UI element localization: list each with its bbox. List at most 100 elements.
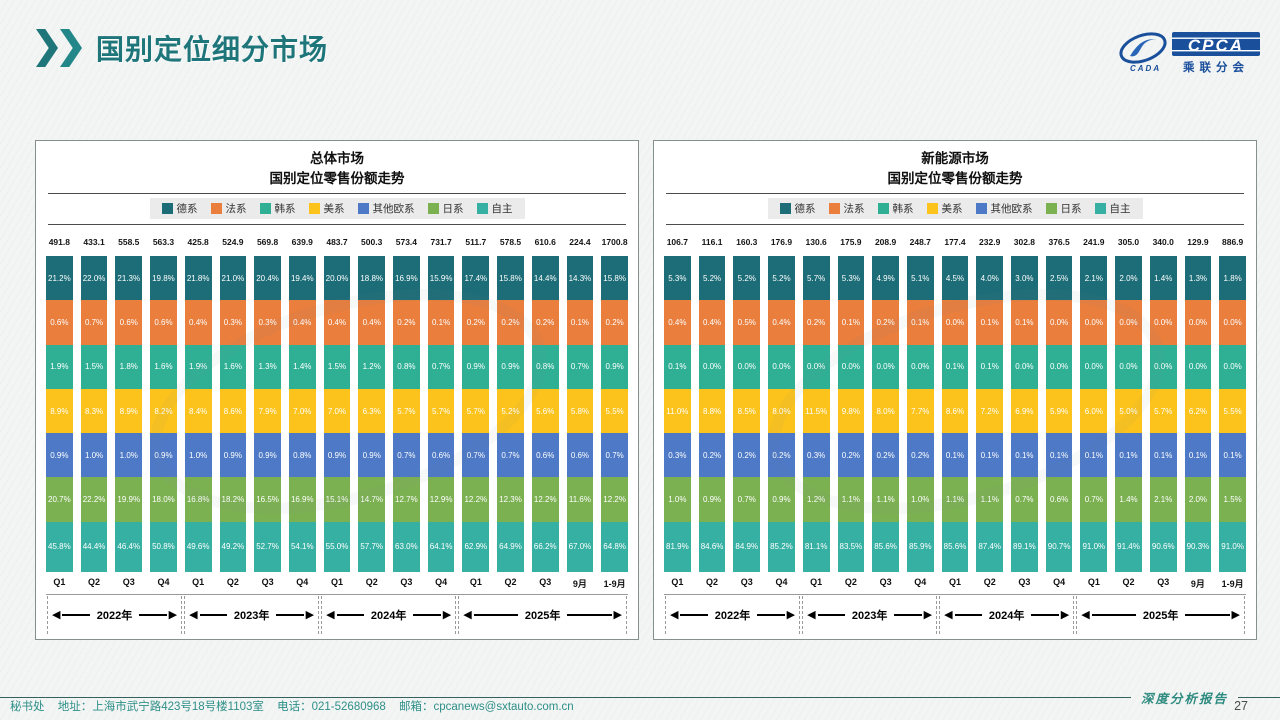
- segment-value-label: 0.0%: [807, 362, 826, 372]
- segment-value-label: 1.1%: [980, 495, 999, 504]
- bar-segment: 64.1%: [427, 521, 455, 573]
- x-tick-label: Q3: [400, 577, 413, 588]
- segment-value-label: 0.0%: [1084, 318, 1103, 327]
- segment-value-label: 0.0%: [1223, 318, 1242, 327]
- segment-value-label: 12.7%: [395, 495, 418, 504]
- bar-segment: 7.0%: [288, 388, 316, 434]
- segment-value-label: 1.8%: [119, 362, 138, 372]
- bar-segment: 67.0%: [566, 521, 594, 573]
- year-group: ◀ 2025年 ▶: [1076, 596, 1245, 635]
- segment-value-label: 0.2%: [466, 318, 485, 327]
- year-bracket-line: [757, 614, 785, 617]
- segment-value-label: 0.2%: [397, 318, 416, 327]
- segment-value-label: 12.2%: [603, 495, 626, 504]
- segment-value-label: 5.0%: [1119, 406, 1138, 416]
- segment-value-label: 5.5%: [605, 406, 624, 416]
- bar-column: 14.4% 0.2% 0.8% 5.6% 0.6% 12.2% 66.2%: [531, 256, 559, 573]
- stacked-bars: 5.3% 0.4% 0.1% 11.0% 0.3% 1.0% 81.9% 5.2% 0.4% 0.…: [664, 256, 1246, 573]
- bar-column: 4.0% 0.1% 0.1% 7.2% 0.1% 1.1% 87.4%: [976, 256, 1004, 573]
- segment-value-label: 0.2%: [772, 450, 791, 460]
- bar-segment: 45.8%: [46, 521, 73, 573]
- segment-value-label: 0.1%: [1015, 318, 1034, 327]
- year-group: ◀ 2024年 ▶: [321, 596, 457, 635]
- bar-segment: 1.9%: [184, 344, 212, 389]
- segment-value-label: 1.2%: [362, 362, 381, 372]
- x-tick-label: Q3: [1157, 577, 1170, 588]
- total-value: 302.8: [1013, 237, 1036, 248]
- bar-segment: 0.9%: [358, 433, 386, 478]
- segment-value-label: 55.0%: [325, 542, 349, 552]
- segment-value-label: 0.9%: [501, 362, 520, 372]
- bar-segment: 0.2%: [906, 433, 934, 478]
- bar-segment: 0.0%: [698, 344, 726, 389]
- total-value: 483.7: [326, 237, 348, 248]
- legend-label: 日系: [1060, 203, 1082, 216]
- segment-value-label: 0.0%: [772, 362, 791, 372]
- bar-segment: 15.8%: [497, 256, 524, 301]
- bar-segment: 21.2%: [46, 256, 73, 301]
- bar-segment: 52.7%: [254, 521, 281, 573]
- segment-value-label: 2.0%: [1188, 495, 1208, 504]
- bar-segment: 5.8%: [566, 388, 594, 434]
- bar-segment: 0.6%: [566, 433, 594, 478]
- bar-segment: 62.9%: [462, 521, 490, 573]
- bar-segment: 84.9%: [733, 521, 761, 573]
- bar-segment: 1.3%: [1184, 256, 1212, 301]
- bar-segment: 8.5%: [733, 388, 761, 434]
- segment-value-label: 0.0%: [1188, 318, 1208, 327]
- footer-contact: 秘书处 地址：上海市武宁路423号18号楼1103室 电话：021-526809…: [10, 698, 584, 714]
- year-bracket-line: [680, 614, 708, 617]
- segment-value-label: 1.0%: [911, 495, 930, 504]
- segment-value-label: 46.4%: [117, 542, 141, 552]
- bar-segment: 0.0%: [1080, 344, 1108, 389]
- segment-value-label: 0.1%: [570, 318, 590, 327]
- segment-value-label: 0.7%: [570, 362, 590, 372]
- segment-value-label: 0.6%: [50, 318, 69, 327]
- bar-segment: 15.8%: [601, 256, 628, 301]
- bar-segment: 0.0%: [1149, 344, 1177, 389]
- segment-value-label: 0.4%: [668, 318, 687, 327]
- bar-segment: 0.3%: [802, 433, 830, 478]
- segment-value-label: 16.9%: [395, 273, 418, 283]
- bar-segment: 0.4%: [664, 300, 691, 345]
- segment-value-label: 22.0%: [82, 273, 106, 283]
- bar-segment: 0.7%: [462, 433, 490, 478]
- segment-value-label: 0.1%: [668, 362, 687, 372]
- bar-segment: 0.0%: [906, 344, 934, 389]
- segment-value-label: 5.2%: [702, 273, 722, 283]
- segment-value-label: 0.2%: [876, 450, 895, 460]
- bar-segment: 20.4%: [254, 256, 281, 301]
- segment-value-label: 0.0%: [1119, 362, 1138, 372]
- segment-value-label: 12.2%: [533, 495, 557, 504]
- legend-item: 法系: [828, 201, 865, 216]
- bar-segment: 0.0%: [1149, 300, 1177, 345]
- legend: 德系 法系 韩系 美系 其他欧系 日系 自主: [46, 198, 628, 220]
- bar-column: 3.0% 0.1% 0.0% 6.9% 0.1% 0.7% 89.1%: [1011, 256, 1038, 573]
- segment-value-label: 50.8%: [152, 542, 175, 552]
- x-tick-label: Q3: [122, 577, 135, 588]
- bar-segment: 54.1%: [288, 521, 316, 573]
- bar-column: 5.3% 0.4% 0.1% 11.0% 0.3% 1.0% 81.9%: [664, 256, 691, 573]
- segment-value-label: 8.3%: [84, 406, 104, 416]
- bar-segment: 5.2%: [698, 256, 726, 301]
- total-value: 610.6: [534, 237, 556, 248]
- segment-value-label: 18.2%: [221, 495, 245, 504]
- segment-value-label: 64.9%: [499, 542, 522, 552]
- bar-segment: 0.1%: [837, 300, 865, 345]
- bar-segment: 0.0%: [1184, 344, 1212, 389]
- segment-value-label: 45.8%: [48, 542, 71, 552]
- bar-column: 1.4% 0.0% 0.0% 5.7% 0.1% 2.1% 90.6%: [1149, 256, 1177, 573]
- segment-value-label: 7.9%: [258, 406, 277, 416]
- segment-value-label: 1.2%: [807, 495, 826, 504]
- segment-value-label: 49.6%: [186, 542, 210, 552]
- segment-value-label: 0.2%: [536, 318, 555, 327]
- bar-segment: 0.2%: [733, 433, 761, 478]
- segment-value-label: 0.7%: [605, 450, 624, 460]
- bar-segment: 21.3%: [115, 256, 143, 301]
- legend-swatch: [210, 203, 222, 215]
- segment-value-label: 5.1%: [911, 273, 930, 283]
- arrow-right-icon: ▶: [1231, 608, 1240, 621]
- bar-segment: 8.8%: [698, 388, 726, 434]
- bar-segment: 0.0%: [733, 344, 761, 389]
- segment-value-label: 4.5%: [945, 273, 965, 283]
